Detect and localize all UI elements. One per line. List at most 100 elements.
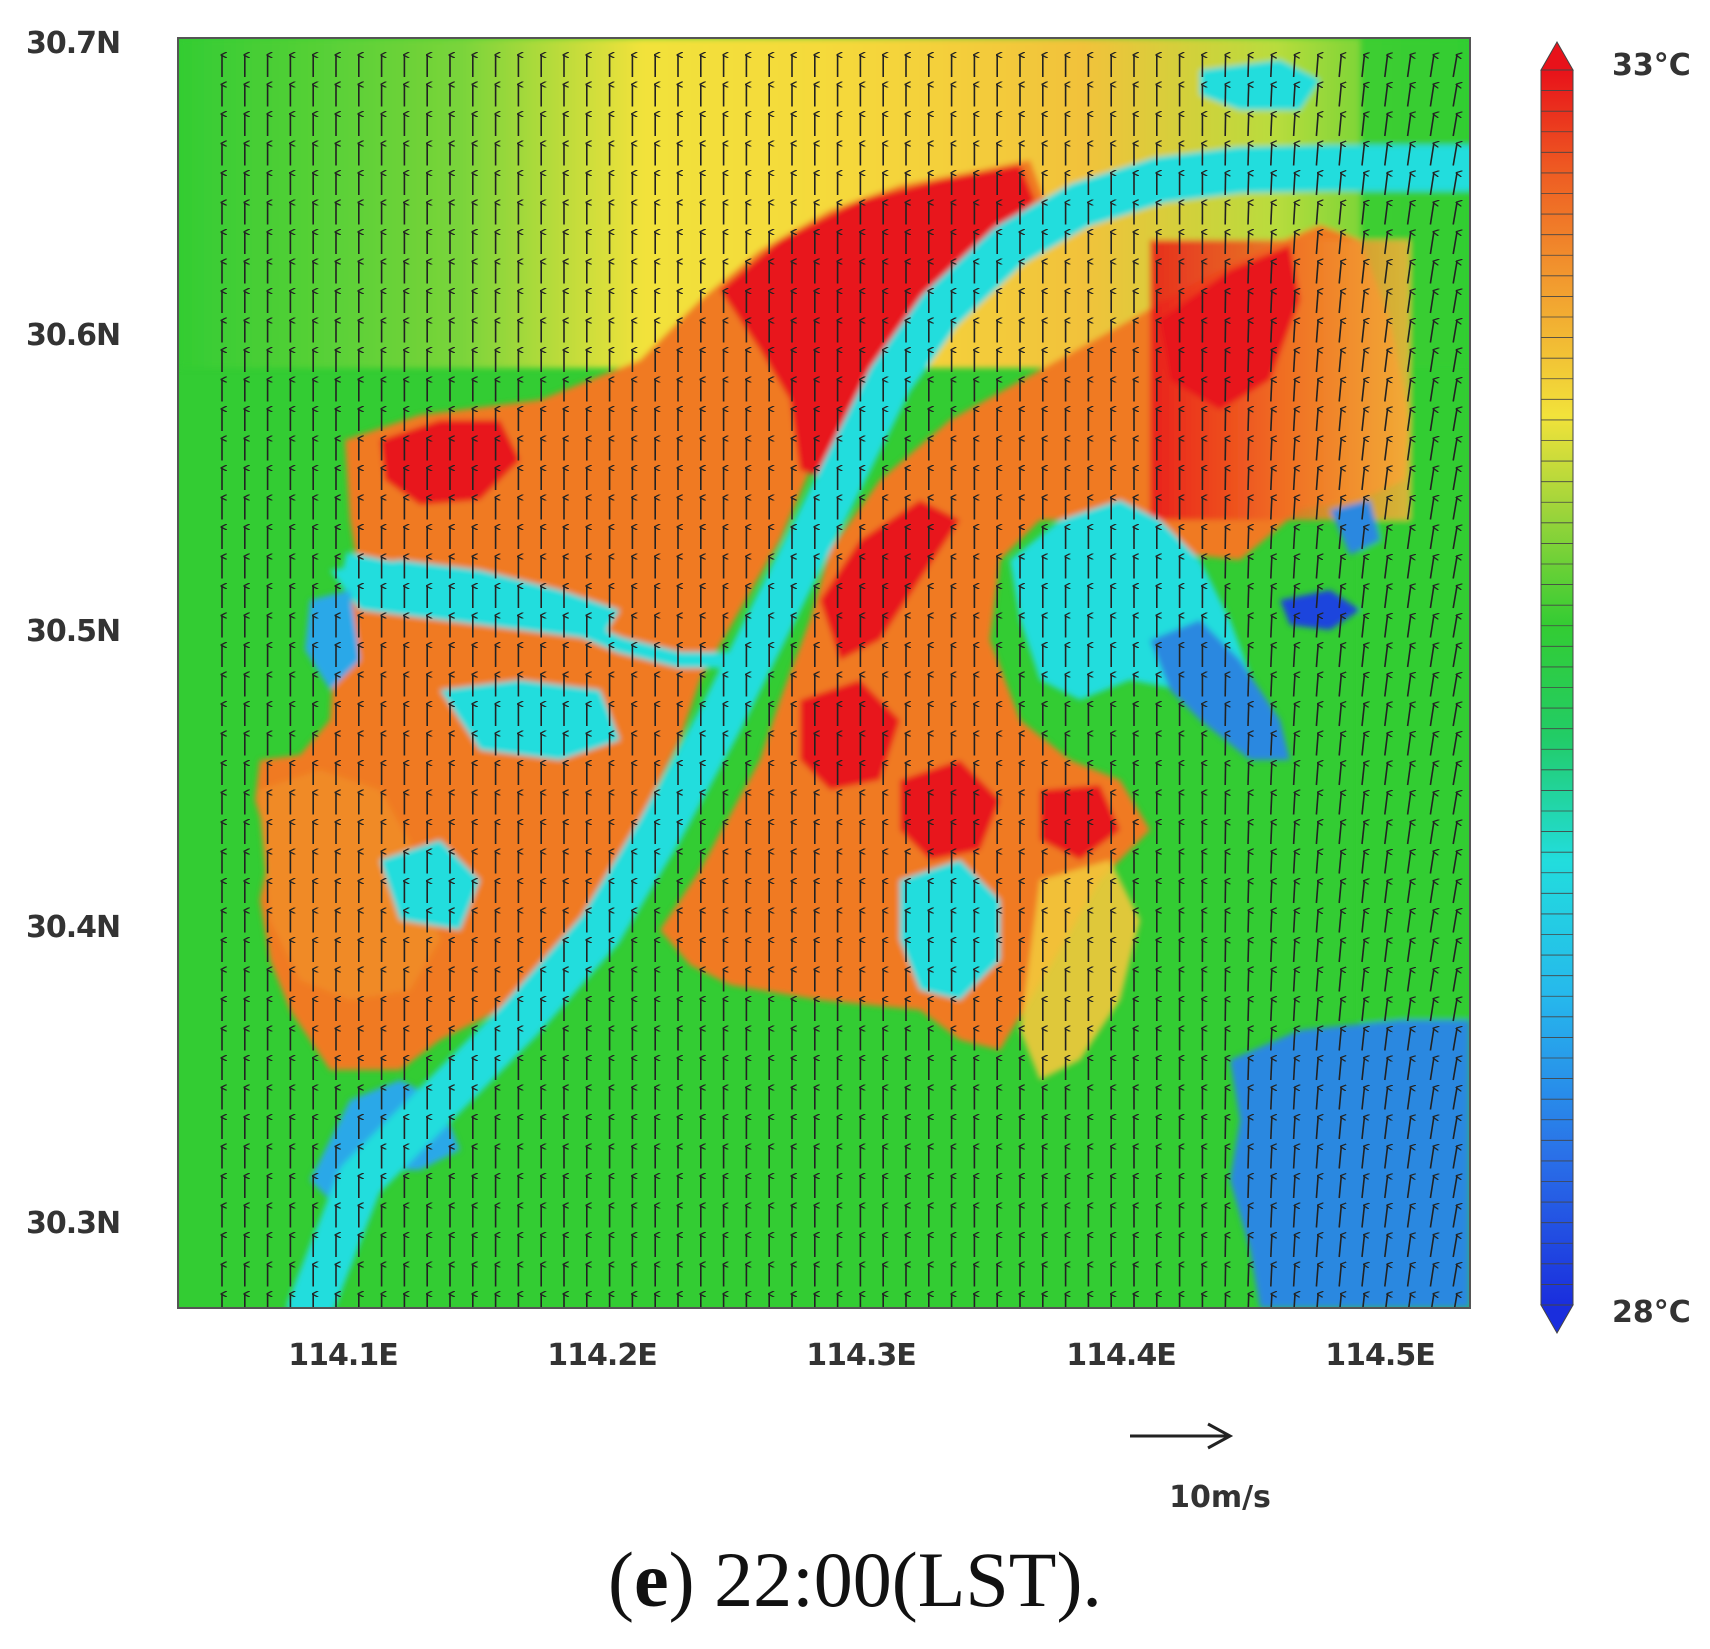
wind-arrow [1315, 793, 1318, 815]
wind-arrow [1361, 970, 1364, 992]
wind-arrow [1315, 232, 1318, 255]
wind-arrow [1384, 203, 1388, 225]
wind-arrow [1316, 1294, 1318, 1308]
lat-tick-label: 30.3N [26, 1206, 121, 1241]
wind-arrow [1270, 1088, 1272, 1110]
wind-arrow [1406, 557, 1411, 579]
wind-arrow [1384, 498, 1388, 520]
wind-arrow [1361, 321, 1364, 343]
east-hot-red-3 [800, 680, 900, 790]
wind-arrow [1270, 586, 1272, 609]
wind-arrow [1247, 380, 1249, 402]
wind-arrow [1338, 439, 1341, 461]
wind-arrow [1338, 498, 1341, 520]
wind-arrow [1315, 822, 1318, 845]
wind-arrow [1406, 793, 1411, 815]
west-lake-cyan-1 [440, 680, 620, 760]
wind-arrow [1452, 1265, 1457, 1287]
wind-arrow [1338, 704, 1341, 727]
wind-arrow [1315, 1265, 1318, 1287]
wind-arrow [1247, 85, 1249, 107]
wind-arrow [1452, 940, 1457, 963]
wind-arrow [1292, 616, 1295, 638]
temperature-field [178, 38, 1470, 1308]
south-yellow-patch [1020, 860, 1140, 1080]
wind-arrow [1338, 793, 1341, 815]
wind-arrow [1429, 232, 1433, 255]
wind-arrow [1384, 1088, 1388, 1110]
wind-arrow [1270, 940, 1272, 963]
wind-arrow [1361, 940, 1364, 963]
wind-arrow [1315, 645, 1318, 668]
wind-arrow [1361, 616, 1364, 638]
wind-arrow [1429, 527, 1433, 550]
wind-arrow [1270, 1206, 1272, 1228]
wind-arrow [1361, 704, 1364, 727]
wind-arrow [1361, 350, 1364, 373]
wind-arrow [1247, 173, 1249, 196]
wind-arrow [1338, 970, 1341, 992]
wind-arrow [1338, 616, 1341, 638]
wind-arrow [1361, 881, 1364, 904]
wind-arrow [1270, 881, 1272, 904]
wind-arrow [1247, 1176, 1249, 1199]
wind-arrow [1248, 1294, 1249, 1308]
wind-arrow [1406, 763, 1411, 786]
wind-arrow [1315, 439, 1318, 461]
wind-arrow [1429, 1206, 1433, 1228]
colorbar-max-label: 33°C [1612, 48, 1691, 83]
wind-arrow [1429, 1176, 1433, 1199]
wind-arrow [1292, 911, 1295, 933]
wind-arrow [1361, 409, 1364, 432]
wind-arrow [1429, 999, 1433, 1022]
wind-arrow [1247, 1029, 1249, 1051]
wind-arrow [1315, 527, 1318, 550]
wind-arrow [1406, 262, 1411, 284]
wind-arrow [1406, 586, 1411, 609]
wind-arrow [1429, 675, 1433, 697]
wind-arrow [1338, 822, 1341, 845]
wind-arrow [1270, 1176, 1272, 1199]
wind-arrow [1384, 232, 1388, 255]
wind-arrow [1406, 498, 1411, 520]
yangtze-river [287, 145, 1470, 1308]
wind-arrow [1452, 1176, 1457, 1199]
wind-arrow [1384, 291, 1388, 314]
wind-arrow [1315, 1117, 1318, 1140]
wind-arrow [1361, 203, 1364, 225]
wind-arrow [1384, 557, 1388, 579]
wind-arrow [1270, 645, 1272, 668]
wind-arrow [1247, 1265, 1249, 1287]
colorbar-max-triangle [1540, 40, 1574, 71]
wind-arrow [1406, 822, 1411, 845]
wind-arrow [1270, 232, 1272, 255]
wind-arrow [1292, 85, 1295, 107]
wind-arrow [1292, 645, 1295, 668]
wind-arrow [1361, 763, 1364, 786]
east-hot-red-2 [820, 500, 960, 660]
wind-arrow [1384, 321, 1388, 343]
wind-arrow [1315, 1147, 1318, 1169]
wind-arrow [1429, 321, 1433, 343]
wind-arrow [1361, 468, 1364, 491]
caption-panel-letter: e [634, 1536, 669, 1623]
wind-arrow [1247, 557, 1249, 579]
wind-arrow [1429, 1058, 1433, 1081]
wind-arrow [1247, 1117, 1249, 1140]
wind-arrow [1270, 1265, 1272, 1287]
wind-arrow [1338, 527, 1341, 550]
wind-arrow [1338, 173, 1341, 196]
wind-arrow [1384, 1206, 1388, 1228]
wind-arrow [1452, 1088, 1457, 1110]
wind-arrow [1292, 1235, 1295, 1258]
wind-arrow [1406, 881, 1411, 904]
wind-arrow [1406, 55, 1411, 78]
wind-arrow [1270, 1058, 1272, 1081]
wind-arrow [1384, 675, 1388, 697]
wind-arrow [1292, 999, 1295, 1022]
wind-arrow [1292, 321, 1295, 343]
wind-arrow [1338, 203, 1341, 225]
wind-arrow [1315, 1088, 1318, 1110]
wind-arrow [1406, 114, 1411, 137]
wind-arrow [1430, 1294, 1433, 1308]
